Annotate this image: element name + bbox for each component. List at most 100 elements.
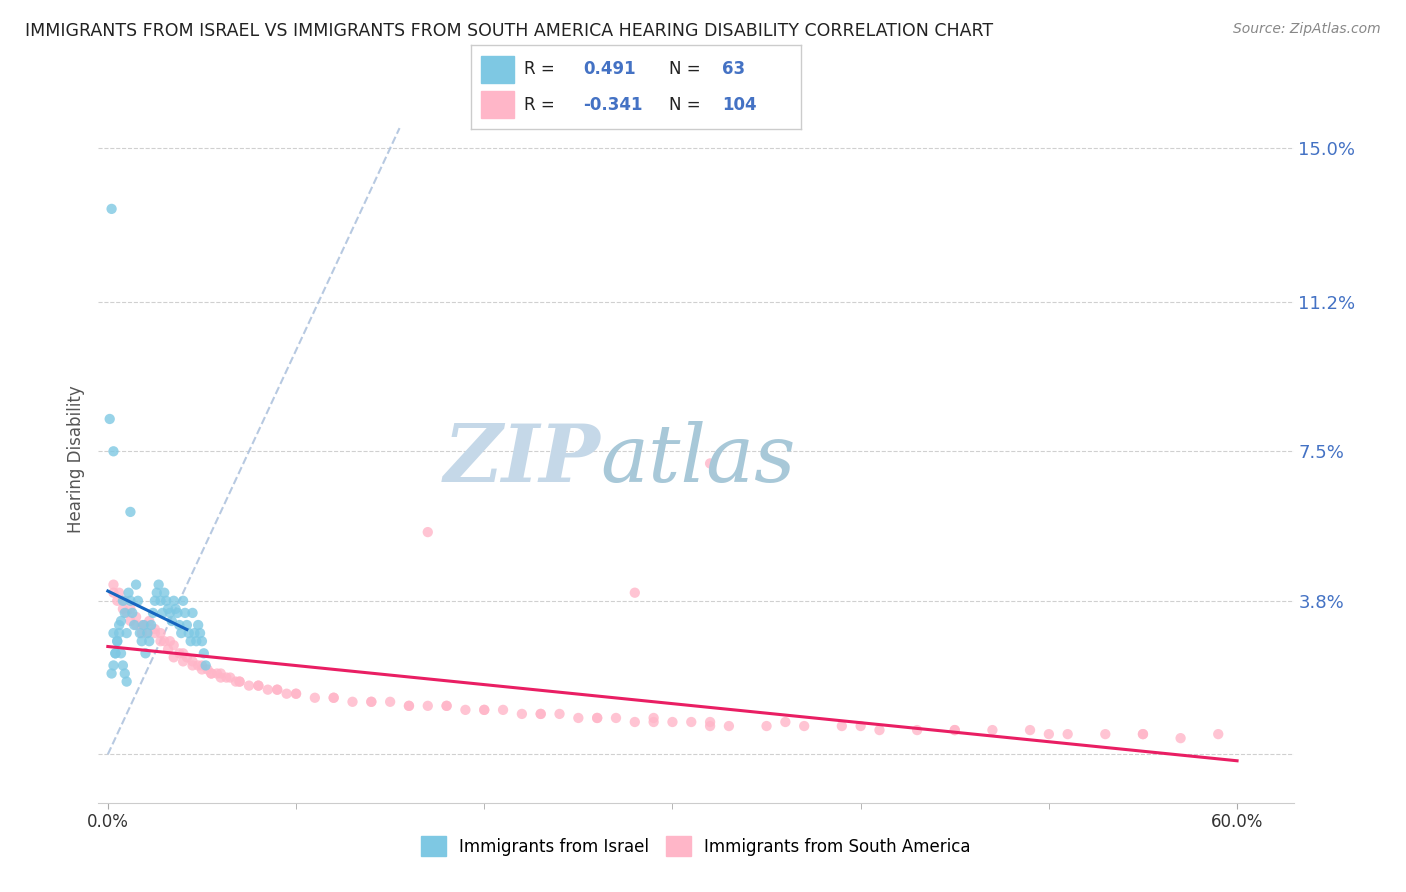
Point	[105, 634, 128, 648]
Point	[111, 602, 134, 616]
Point	[436, 698, 458, 713]
Point	[105, 634, 128, 648]
Point	[194, 658, 217, 673]
Point	[225, 674, 247, 689]
Point	[169, 646, 191, 660]
Point	[981, 723, 1004, 737]
Point	[111, 594, 134, 608]
Point	[717, 719, 740, 733]
Point	[138, 634, 160, 648]
Point	[180, 634, 202, 648]
Point	[177, 626, 200, 640]
Point	[115, 674, 138, 689]
Point	[157, 602, 180, 616]
Text: N =: N =	[669, 95, 700, 114]
Point	[247, 679, 270, 693]
Point	[605, 711, 627, 725]
Point	[1132, 727, 1154, 741]
Point	[136, 626, 159, 640]
Point	[188, 626, 211, 640]
Point	[115, 606, 138, 620]
Point	[105, 594, 128, 608]
Point	[98, 412, 121, 426]
Point	[176, 618, 198, 632]
Point	[165, 602, 187, 616]
Point	[378, 695, 401, 709]
Point	[149, 594, 172, 608]
Point	[169, 618, 191, 632]
Point	[145, 585, 167, 599]
Point	[120, 594, 142, 608]
Point	[103, 585, 125, 599]
Text: 0.491: 0.491	[583, 60, 636, 78]
Point	[681, 714, 703, 729]
Text: Source: ZipAtlas.com: Source: ZipAtlas.com	[1233, 22, 1381, 37]
Point	[548, 706, 571, 721]
Point	[159, 634, 181, 648]
Point	[100, 202, 122, 216]
Point	[643, 714, 665, 729]
Point	[187, 618, 209, 632]
Point	[1132, 727, 1154, 741]
Point	[122, 618, 145, 632]
Point	[1206, 727, 1229, 741]
Point	[131, 618, 153, 632]
Point	[436, 698, 458, 713]
Point	[209, 666, 232, 681]
Point	[209, 671, 232, 685]
Point	[125, 618, 148, 632]
Point	[183, 626, 205, 640]
Text: 104: 104	[723, 95, 756, 114]
Point	[472, 703, 495, 717]
Point	[100, 666, 122, 681]
Point	[134, 646, 156, 660]
Point	[849, 719, 872, 733]
Point	[322, 690, 344, 705]
Text: IMMIGRANTS FROM ISRAEL VS IMMIGRANTS FROM SOUTH AMERICA HEARING DISABILITY CORRE: IMMIGRANTS FROM ISRAEL VS IMMIGRANTS FRO…	[25, 22, 994, 40]
Point	[869, 723, 891, 737]
Point	[142, 606, 165, 620]
Point	[276, 687, 298, 701]
Point	[103, 626, 125, 640]
Point	[155, 594, 177, 608]
Point	[131, 634, 153, 648]
Point	[120, 614, 142, 628]
Point	[153, 585, 176, 599]
Point	[643, 711, 665, 725]
Point	[322, 690, 344, 705]
Text: ZIP: ZIP	[443, 421, 600, 498]
Point	[172, 646, 194, 660]
Point	[905, 723, 928, 737]
Bar	[481, 55, 515, 83]
Point	[120, 602, 142, 616]
Point	[360, 695, 382, 709]
Point	[586, 711, 609, 725]
Point	[152, 606, 174, 620]
Text: R =: R =	[524, 60, 554, 78]
Point	[943, 723, 966, 737]
Point	[172, 654, 194, 668]
Legend: Immigrants from Israel, Immigrants from South America: Immigrants from Israel, Immigrants from …	[415, 830, 977, 863]
Point	[191, 658, 214, 673]
Point	[149, 626, 172, 640]
Point	[108, 618, 131, 632]
Point	[181, 654, 204, 668]
Point	[104, 646, 127, 660]
Point	[200, 666, 222, 681]
Point	[191, 663, 214, 677]
Point	[114, 666, 136, 681]
Point	[567, 711, 589, 725]
Point	[104, 646, 127, 660]
Point	[139, 618, 162, 632]
Point	[125, 610, 148, 624]
Point	[472, 703, 495, 717]
Point	[247, 679, 270, 693]
Point	[699, 457, 721, 471]
Point	[108, 585, 131, 599]
Point	[157, 642, 180, 657]
Point	[176, 650, 198, 665]
Point	[143, 622, 166, 636]
Point	[586, 711, 609, 725]
Point	[398, 698, 420, 713]
Point	[143, 594, 166, 608]
